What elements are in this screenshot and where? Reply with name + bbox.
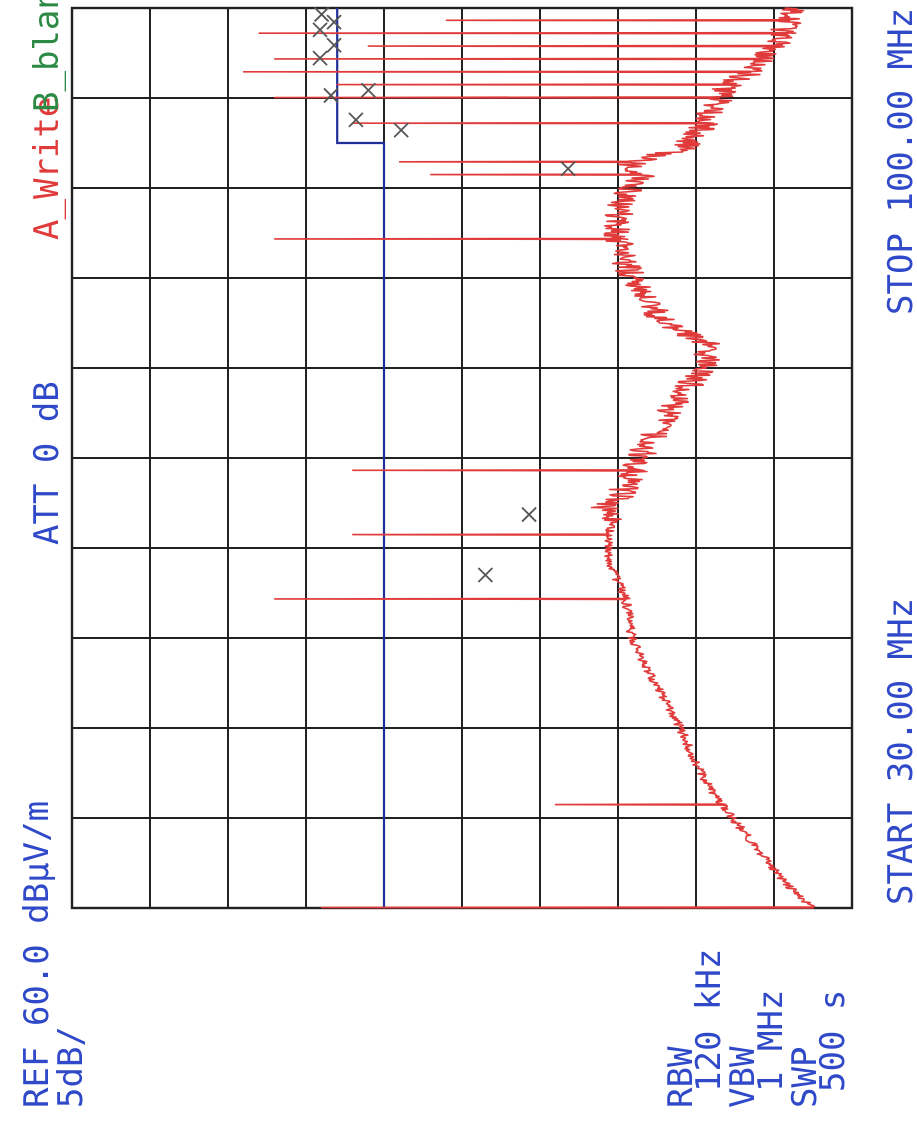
left-labels: REF 60.0 dBµV/m 5dB/ ATT 0 dB A_Write B_… [17, 0, 91, 1108]
marker-cross [312, 22, 328, 38]
marker-stroke [326, 37, 342, 53]
axis-labels: START 30.00 MHz STOP 100.00 MHz [881, 8, 917, 905]
limit-line [336, 8, 386, 908]
marker-stroke [348, 112, 364, 128]
swp-value: 500 s [813, 990, 853, 1092]
marker-stroke [393, 122, 409, 138]
marker-layer [312, 6, 576, 583]
vbw-label: VBW [723, 1046, 763, 1108]
rbw-label: RBW [661, 1046, 701, 1108]
marker-stroke [323, 87, 339, 104]
marker-stroke [560, 161, 576, 177]
marker-cross [312, 50, 328, 66]
marker-cross [348, 112, 364, 128]
plot-grid [72, 8, 852, 908]
trace-a-label: A_Write [27, 97, 67, 240]
marker-cross [477, 567, 494, 583]
settings-block: RBW 120 kHz VBW 1 MHz SWP 500 s [661, 949, 853, 1108]
marker-stroke [312, 22, 328, 38]
stop-label: STOP 100.00 MHz [881, 8, 917, 315]
marker-cross [560, 161, 576, 177]
att-label: ATT 0 dB [27, 381, 67, 545]
marker-stroke [312, 50, 328, 66]
marker-stroke [477, 567, 494, 583]
marker-cross [521, 506, 537, 523]
vbw-value: 1 MHz [751, 990, 791, 1092]
marker-cross [393, 122, 409, 138]
rbw-value: 120 kHz [689, 949, 729, 1092]
marker-cross [326, 37, 342, 53]
start-label: START 30.00 MHz [881, 598, 917, 905]
swp-label: SWP [785, 1047, 825, 1108]
marker-stroke [313, 6, 330, 23]
trace-layer [242, 7, 816, 909]
marker-stroke [326, 14, 342, 30]
limit-layer [336, 8, 386, 908]
marker-stroke [521, 506, 537, 523]
marker-cross [313, 6, 330, 23]
marker-stroke [360, 82, 377, 98]
trace-b-label: B_blank [27, 0, 67, 112]
marker-cross [323, 87, 339, 104]
marker-cross [326, 14, 342, 30]
trace-a-line [242, 7, 816, 909]
marker-cross [360, 82, 377, 98]
scale-label: 5dB/ [51, 1026, 91, 1108]
ref-label: REF 60.0 dBµV/m [17, 801, 57, 1108]
